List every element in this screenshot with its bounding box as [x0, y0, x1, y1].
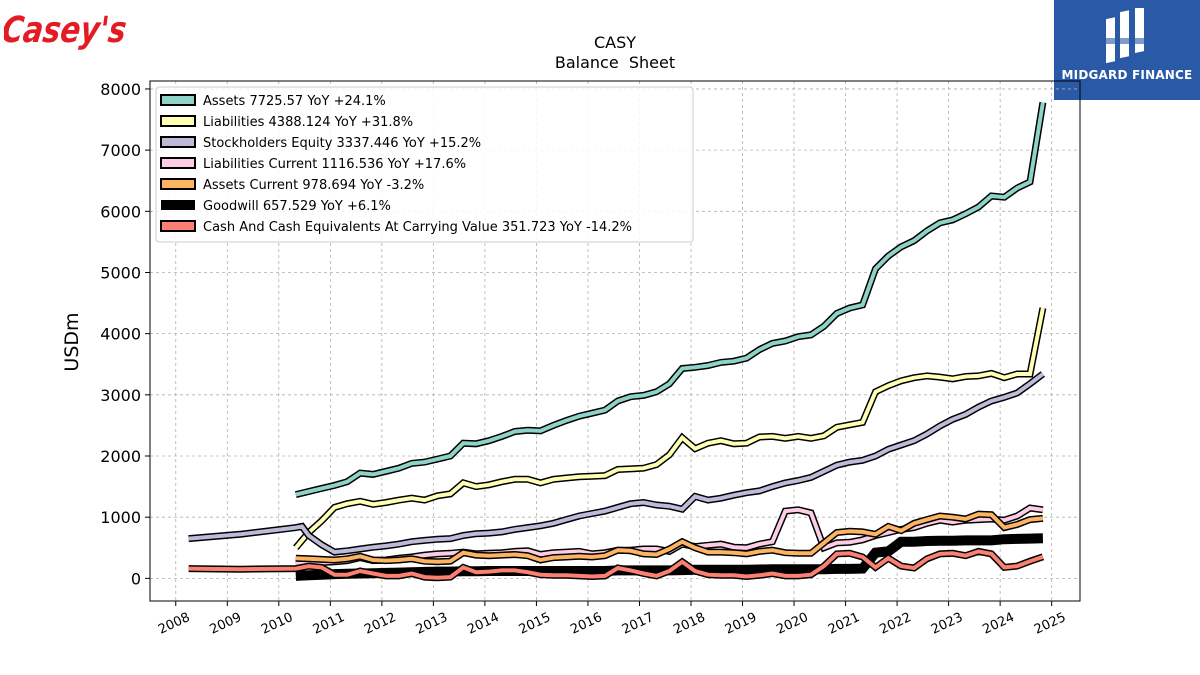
legend-swatch	[160, 136, 196, 148]
legend-swatch	[161, 200, 195, 210]
x-tick-label: 2016	[568, 610, 604, 638]
legend-label: Assets 7725.57 YoY +24.1%	[203, 94, 386, 109]
x-tick-label: 2020	[774, 610, 810, 638]
x-tick-label: 2013	[414, 610, 450, 638]
x-axis: 2008 2009 2010 2011 2012 2013 2014 2015 2016 2017…	[156, 601, 1068, 638]
legend-item: Cash And Cash Equivalents At Carrying Va…	[160, 220, 632, 235]
y-axis-label: USDm	[61, 312, 83, 371]
legend-label: Liabilities Current 1116.536 YoY +17.6%	[203, 157, 466, 172]
series-line	[188, 549, 1044, 580]
legend-swatch	[160, 157, 196, 169]
series-1	[293, 307, 1047, 551]
y-tick-label: 2000	[100, 447, 141, 466]
x-tick-label: 2019	[723, 610, 759, 638]
y-tick-label: 0	[131, 569, 141, 588]
y-axis: 0 1000 2000 3000 4000 5000 6000 7000 8000	[100, 80, 150, 588]
x-tick-label: 2022	[877, 610, 913, 638]
legend-box	[155, 86, 694, 243]
legend-label: Goodwill 657.529 YoY +6.1%	[203, 199, 391, 214]
legend: Assets 7725.57 YoY +24.1% Liabilities 438…	[155, 86, 694, 243]
chart-title: CASY	[594, 33, 636, 52]
x-tick-label: 2015	[517, 610, 553, 638]
y-tick-label: 3000	[100, 386, 141, 405]
legend-label: Stockholders Equity 3337.446 YoY +15.2%	[203, 136, 481, 151]
series-line	[295, 512, 1044, 564]
x-tick-label: 2018	[671, 610, 707, 638]
legend-swatch	[160, 94, 196, 106]
midgard-mark-icon	[1106, 8, 1144, 64]
legend-label: Cash And Cash Equivalents At Carrying Va…	[203, 220, 632, 235]
legend-item: Liabilities 4388.124 YoY +31.8%	[160, 115, 413, 130]
x-tick-label: 2021	[826, 610, 862, 638]
brand-badge: MIDGARD FINANCE	[1054, 0, 1200, 100]
series-line	[295, 102, 1045, 497]
legend-item: Goodwill 657.529 YoY +6.1%	[161, 199, 391, 214]
brand-wordmark: Casey's	[4, 8, 129, 51]
x-tick-label: 2010	[259, 610, 295, 638]
legend-swatch	[160, 220, 196, 232]
y-tick-label: 6000	[100, 202, 141, 221]
series-line	[294, 307, 1045, 550]
legend-item: Assets Current 978.694 YoY -3.2%	[160, 178, 424, 193]
x-tick-label: 2009	[208, 610, 244, 638]
series-4	[295, 510, 1044, 566]
legend-label: Liabilities 4388.124 YoY +31.8%	[203, 115, 413, 130]
x-tick-label: 2008	[156, 610, 192, 638]
x-tick-label: 2014	[465, 610, 501, 638]
legend-item: Assets 7725.57 YoY +24.1%	[160, 94, 386, 109]
y-tick-label: 1000	[100, 508, 141, 527]
x-tick-label: 2024	[980, 610, 1016, 638]
y-tick-label: 8000	[100, 80, 141, 99]
legend-swatch	[160, 115, 196, 127]
x-tick-label: 2025	[1032, 610, 1068, 638]
legend-item: Stockholders Equity 3337.446 YoY +15.2%	[160, 136, 481, 151]
x-tick-label: 2023	[929, 610, 965, 638]
series-6	[188, 547, 1045, 582]
y-tick-label: 4000	[100, 325, 141, 344]
brand-logo: Casey's	[0, 2, 134, 56]
chart-subtitle: Balance Sheet	[555, 53, 675, 72]
legend-swatch	[160, 178, 196, 190]
series-line	[188, 372, 1045, 555]
plot-frame	[149, 80, 1081, 602]
series-0	[294, 101, 1047, 499]
y-tick-label: 7000	[100, 141, 141, 160]
legend-item: Liabilities Current 1116.536 YoY +17.6%	[160, 157, 466, 172]
badge-label: MIDGARD FINANCE	[1061, 68, 1193, 82]
x-tick-label: 2011	[311, 610, 347, 638]
series-lines	[188, 101, 1047, 582]
x-tick-label: 2017	[620, 610, 656, 638]
series-2	[188, 371, 1046, 556]
legend-label: Assets Current 978.694 YoY -3.2%	[203, 178, 424, 193]
y-tick-label: 5000	[100, 263, 141, 282]
x-tick-label: 2012	[362, 610, 398, 638]
